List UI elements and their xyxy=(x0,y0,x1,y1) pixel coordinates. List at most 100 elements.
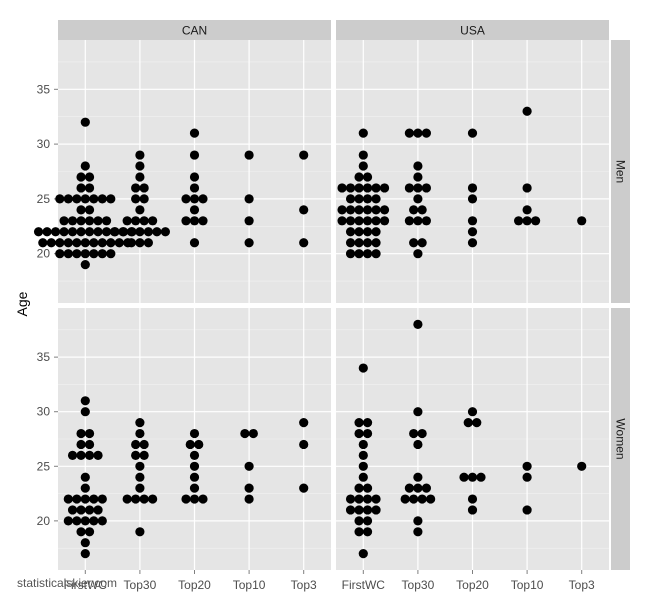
data-point xyxy=(131,183,141,193)
panels xyxy=(58,40,609,570)
data-point xyxy=(97,238,107,248)
data-point xyxy=(181,494,191,504)
data-point xyxy=(476,472,486,482)
data-point xyxy=(362,249,373,259)
strip-women xyxy=(611,308,630,570)
data-point xyxy=(122,494,132,504)
data-point xyxy=(181,194,191,204)
data-point xyxy=(467,238,478,248)
y-tick-label: 20 xyxy=(37,514,51,528)
data-point xyxy=(89,238,99,248)
data-point xyxy=(404,216,414,226)
data-point xyxy=(84,216,95,226)
data-point xyxy=(84,227,95,237)
data-point xyxy=(189,450,200,460)
data-point xyxy=(467,194,478,204)
data-point xyxy=(131,450,141,460)
data-point xyxy=(244,216,254,226)
data-point xyxy=(181,216,191,226)
facet-strips: CAN USA Men Women xyxy=(58,20,630,570)
data-point xyxy=(76,428,86,439)
data-point xyxy=(63,249,73,259)
data-point xyxy=(189,494,200,504)
x-tick-label: Top30 xyxy=(124,578,157,592)
data-point xyxy=(522,205,532,215)
data-point xyxy=(93,450,103,460)
data-point xyxy=(33,227,44,237)
data-point xyxy=(467,128,478,138)
data-point xyxy=(67,216,78,226)
data-point xyxy=(413,216,423,226)
y-tick-label: 20 xyxy=(37,247,51,261)
data-point xyxy=(522,505,532,515)
strip-label-usa: USA xyxy=(460,24,485,38)
data-point xyxy=(126,238,136,248)
data-point xyxy=(185,439,195,450)
data-point xyxy=(354,505,364,515)
data-point xyxy=(63,194,73,204)
data-point xyxy=(101,216,112,226)
data-point xyxy=(413,516,423,526)
data-point xyxy=(467,183,478,193)
data-point xyxy=(413,472,423,482)
data-point xyxy=(345,216,356,226)
data-point xyxy=(198,194,208,204)
data-point xyxy=(467,227,478,237)
data-point xyxy=(143,227,153,237)
y-tick-label: 35 xyxy=(37,82,51,96)
data-point xyxy=(413,194,423,204)
data-points xyxy=(33,106,587,559)
data-point xyxy=(371,194,381,204)
data-point xyxy=(135,238,145,248)
data-point xyxy=(522,106,532,116)
data-point xyxy=(467,494,478,504)
data-point xyxy=(143,238,153,248)
data-point xyxy=(354,194,364,204)
data-point xyxy=(371,249,381,259)
data-point xyxy=(467,407,478,417)
data-point xyxy=(354,418,364,428)
data-point xyxy=(463,418,473,428)
data-point xyxy=(371,183,381,193)
data-point xyxy=(50,227,61,237)
strip-label-men: Men xyxy=(614,160,628,183)
data-point xyxy=(63,238,73,248)
data-point xyxy=(354,227,364,237)
data-point xyxy=(139,450,149,460)
data-point xyxy=(59,227,69,237)
y-axis-title: Age xyxy=(14,291,30,316)
data-point xyxy=(362,194,373,204)
data-point xyxy=(76,439,86,450)
data-point xyxy=(89,249,99,259)
data-point xyxy=(358,439,368,450)
x-tick-label: Top20 xyxy=(178,578,211,592)
strip-label-can: CAN xyxy=(182,24,207,38)
data-point xyxy=(345,505,356,515)
data-point xyxy=(160,227,170,237)
data-point xyxy=(135,418,145,428)
data-point xyxy=(467,505,478,515)
data-point xyxy=(55,194,65,204)
data-point xyxy=(189,150,200,160)
data-point xyxy=(80,260,90,270)
data-point xyxy=(59,216,69,226)
data-point xyxy=(80,538,90,548)
data-point xyxy=(131,439,141,450)
data-point xyxy=(522,472,532,482)
data-point xyxy=(299,238,309,248)
data-point xyxy=(362,227,373,237)
data-point xyxy=(189,238,200,248)
data-point xyxy=(413,407,423,417)
data-point xyxy=(97,516,107,526)
data-point xyxy=(514,216,524,226)
data-point xyxy=(76,172,86,182)
data-point xyxy=(299,150,309,160)
data-point xyxy=(89,494,99,504)
data-point xyxy=(354,205,364,215)
data-point xyxy=(55,238,65,248)
data-point xyxy=(80,396,90,406)
data-point xyxy=(337,205,347,215)
data-point xyxy=(84,183,95,193)
data-point xyxy=(131,194,141,204)
data-point xyxy=(126,227,136,237)
